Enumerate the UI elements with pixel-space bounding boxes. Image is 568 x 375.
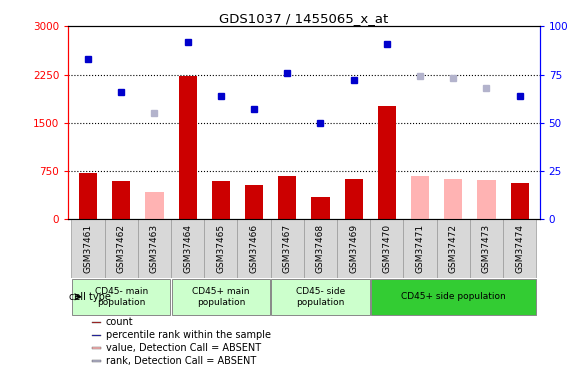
Bar xyxy=(444,179,462,219)
Text: GSM37469: GSM37469 xyxy=(349,224,358,273)
Bar xyxy=(79,173,97,219)
Bar xyxy=(345,179,363,219)
Bar xyxy=(72,279,170,315)
Text: value, Detection Call = ABSENT: value, Detection Call = ABSENT xyxy=(106,343,261,353)
Text: CD45+ main
population: CD45+ main population xyxy=(192,287,249,306)
Text: rank, Detection Call = ABSENT: rank, Detection Call = ABSENT xyxy=(106,356,256,366)
Text: GSM37465: GSM37465 xyxy=(216,224,225,273)
Text: GSM37461: GSM37461 xyxy=(83,224,93,273)
Bar xyxy=(371,279,536,315)
Bar xyxy=(105,219,138,278)
Bar xyxy=(337,219,370,278)
Bar xyxy=(470,219,503,278)
Text: GSM37464: GSM37464 xyxy=(183,224,192,273)
Bar xyxy=(171,219,204,278)
Text: GSM37462: GSM37462 xyxy=(117,224,126,273)
Bar xyxy=(204,219,237,278)
Bar xyxy=(112,182,131,219)
Text: count: count xyxy=(106,317,133,327)
Bar xyxy=(311,197,329,219)
Bar xyxy=(370,219,403,278)
Text: GSM37467: GSM37467 xyxy=(283,224,292,273)
Text: cell type: cell type xyxy=(69,292,111,302)
Bar xyxy=(92,360,101,362)
Text: GSM37468: GSM37468 xyxy=(316,224,325,273)
Text: CD45- main
population: CD45- main population xyxy=(95,287,148,306)
Bar xyxy=(245,185,263,219)
Bar xyxy=(72,219,105,278)
Bar xyxy=(92,348,101,349)
Bar xyxy=(403,219,437,278)
Text: GSM37466: GSM37466 xyxy=(249,224,258,273)
Bar xyxy=(138,219,171,278)
Bar xyxy=(278,176,296,219)
Text: GSM37472: GSM37472 xyxy=(449,224,458,273)
Bar xyxy=(145,192,164,219)
Bar xyxy=(172,279,270,315)
Bar xyxy=(178,76,197,219)
Title: GDS1037 / 1455065_x_at: GDS1037 / 1455065_x_at xyxy=(219,12,389,25)
Bar xyxy=(411,176,429,219)
Bar xyxy=(212,182,230,219)
Text: CD45- side
population: CD45- side population xyxy=(296,287,345,306)
Bar xyxy=(237,219,271,278)
Text: GSM37473: GSM37473 xyxy=(482,224,491,273)
Text: GSM37463: GSM37463 xyxy=(150,224,159,273)
Bar xyxy=(511,183,529,219)
Text: GSM37471: GSM37471 xyxy=(416,224,424,273)
Text: GSM37474: GSM37474 xyxy=(515,224,524,273)
Bar xyxy=(378,106,396,219)
Text: CD45+ side population: CD45+ side population xyxy=(401,292,506,302)
Text: percentile rank within the sample: percentile rank within the sample xyxy=(106,330,271,340)
Bar xyxy=(92,334,101,336)
Bar xyxy=(503,219,536,278)
Bar xyxy=(437,219,470,278)
Bar xyxy=(92,322,101,323)
Bar xyxy=(271,219,304,278)
Bar xyxy=(272,279,370,315)
Bar xyxy=(304,219,337,278)
Text: GSM37470: GSM37470 xyxy=(382,224,391,273)
Bar xyxy=(477,180,496,219)
